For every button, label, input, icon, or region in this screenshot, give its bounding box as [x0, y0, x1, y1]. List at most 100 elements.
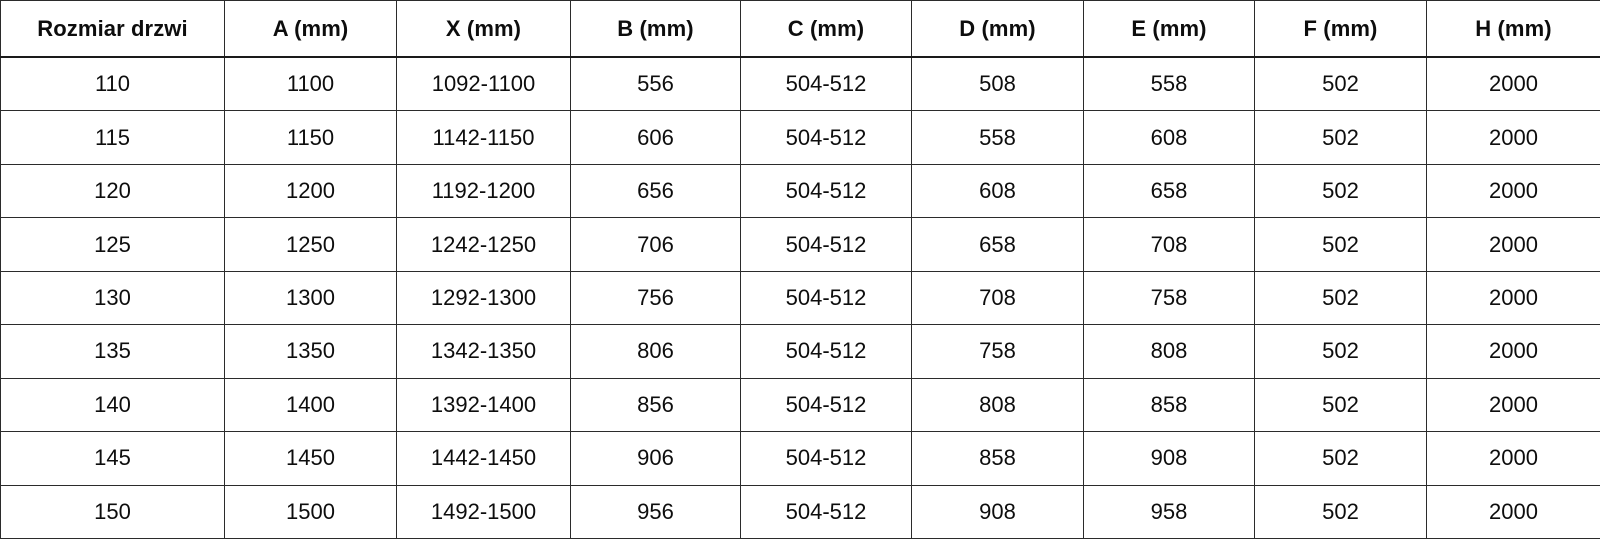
- column-header-x: X (mm): [396, 0, 571, 58]
- table-row: 125 1250 1242-1250 706 504-512 658 708 5…: [0, 217, 1600, 272]
- column-header-d: D (mm): [911, 0, 1084, 58]
- table-body: 110 1100 1092-1100 556 504-512 508 558 5…: [0, 56, 1600, 539]
- cell-d: 758: [911, 324, 1084, 379]
- cell-d: 908: [911, 484, 1084, 539]
- cell-a: 1250: [224, 217, 397, 272]
- cell-a: 1450: [224, 431, 397, 486]
- cell-d: 508: [911, 56, 1084, 112]
- cell-e: 808: [1083, 324, 1255, 379]
- cell-size: 125: [0, 217, 225, 272]
- cell-size: 135: [0, 324, 225, 379]
- cell-size: 140: [0, 377, 225, 433]
- column-header-b: B (mm): [570, 0, 741, 58]
- cell-d: 658: [911, 217, 1084, 272]
- cell-a: 1500: [224, 484, 397, 539]
- cell-a: 1400: [224, 377, 397, 433]
- cell-f: 502: [1254, 324, 1427, 379]
- cell-h: 2000: [1426, 110, 1600, 165]
- cell-size: 150: [0, 484, 225, 539]
- cell-b: 956: [570, 484, 741, 539]
- cell-a: 1150: [224, 110, 397, 165]
- cell-e: 758: [1083, 270, 1255, 326]
- cell-a: 1350: [224, 324, 397, 379]
- cell-size: 120: [0, 163, 225, 219]
- column-header-a: A (mm): [224, 0, 397, 58]
- cell-h: 2000: [1426, 484, 1600, 539]
- cell-e: 658: [1083, 163, 1255, 219]
- cell-x: 1492-1500: [396, 484, 571, 539]
- cell-b: 656: [570, 163, 741, 219]
- cell-b: 556: [570, 56, 741, 112]
- cell-f: 502: [1254, 270, 1427, 326]
- cell-f: 502: [1254, 377, 1427, 433]
- cell-b: 706: [570, 217, 741, 272]
- table-row: 135 1350 1342-1350 806 504-512 758 808 5…: [0, 324, 1600, 379]
- cell-x: 1342-1350: [396, 324, 571, 379]
- cell-e: 858: [1083, 377, 1255, 433]
- cell-h: 2000: [1426, 324, 1600, 379]
- cell-f: 502: [1254, 56, 1427, 112]
- cell-h: 2000: [1426, 163, 1600, 219]
- table-row: 145 1450 1442-1450 906 504-512 858 908 5…: [0, 431, 1600, 486]
- cell-c: 504-512: [740, 270, 912, 326]
- column-header-rozmiar-drzwi: Rozmiar drzwi: [0, 0, 225, 58]
- column-header-h: H (mm): [1426, 0, 1600, 58]
- table-row: 110 1100 1092-1100 556 504-512 508 558 5…: [0, 56, 1600, 112]
- cell-b: 856: [570, 377, 741, 433]
- cell-h: 2000: [1426, 431, 1600, 486]
- cell-size: 130: [0, 270, 225, 326]
- cell-f: 502: [1254, 217, 1427, 272]
- cell-a: 1200: [224, 163, 397, 219]
- cell-d: 858: [911, 431, 1084, 486]
- cell-d: 608: [911, 163, 1084, 219]
- cell-b: 606: [570, 110, 741, 165]
- table-row: 140 1400 1392-1400 856 504-512 808 858 5…: [0, 377, 1600, 433]
- cell-x: 1442-1450: [396, 431, 571, 486]
- cell-e: 708: [1083, 217, 1255, 272]
- table-row: 130 1300 1292-1300 756 504-512 708 758 5…: [0, 270, 1600, 326]
- cell-x: 1392-1400: [396, 377, 571, 433]
- cell-c: 504-512: [740, 484, 912, 539]
- cell-d: 808: [911, 377, 1084, 433]
- column-header-c: C (mm): [740, 0, 912, 58]
- cell-h: 2000: [1426, 56, 1600, 112]
- cell-c: 504-512: [740, 110, 912, 165]
- cell-x: 1142-1150: [396, 110, 571, 165]
- cell-f: 502: [1254, 431, 1427, 486]
- column-header-e: E (mm): [1083, 0, 1255, 58]
- cell-c: 504-512: [740, 431, 912, 486]
- table-header-row: Rozmiar drzwi A (mm) X (mm) B (mm) C (mm…: [0, 0, 1600, 58]
- cell-b: 906: [570, 431, 741, 486]
- cell-e: 958: [1083, 484, 1255, 539]
- cell-c: 504-512: [740, 56, 912, 112]
- table-header: Rozmiar drzwi A (mm) X (mm) B (mm) C (mm…: [0, 0, 1600, 58]
- cell-a: 1100: [224, 56, 397, 112]
- cell-h: 2000: [1426, 377, 1600, 433]
- cell-d: 708: [911, 270, 1084, 326]
- cell-x: 1292-1300: [396, 270, 571, 326]
- cell-c: 504-512: [740, 324, 912, 379]
- cell-e: 908: [1083, 431, 1255, 486]
- cell-e: 558: [1083, 56, 1255, 112]
- cell-x: 1092-1100: [396, 56, 571, 112]
- cell-size: 115: [0, 110, 225, 165]
- cell-b: 756: [570, 270, 741, 326]
- cell-a: 1300: [224, 270, 397, 326]
- table-row: 120 1200 1192-1200 656 504-512 608 658 5…: [0, 163, 1600, 219]
- cell-x: 1192-1200: [396, 163, 571, 219]
- cell-h: 2000: [1426, 217, 1600, 272]
- cell-size: 110: [0, 56, 225, 112]
- cell-x: 1242-1250: [396, 217, 571, 272]
- cell-c: 504-512: [740, 377, 912, 433]
- cell-c: 504-512: [740, 163, 912, 219]
- table-row: 150 1500 1492-1500 956 504-512 908 958 5…: [0, 484, 1600, 539]
- cell-h: 2000: [1426, 270, 1600, 326]
- cell-f: 502: [1254, 163, 1427, 219]
- cell-f: 502: [1254, 484, 1427, 539]
- cell-f: 502: [1254, 110, 1427, 165]
- cell-d: 558: [911, 110, 1084, 165]
- cell-size: 145: [0, 431, 225, 486]
- cell-b: 806: [570, 324, 741, 379]
- table-row: 115 1150 1142-1150 606 504-512 558 608 5…: [0, 110, 1600, 165]
